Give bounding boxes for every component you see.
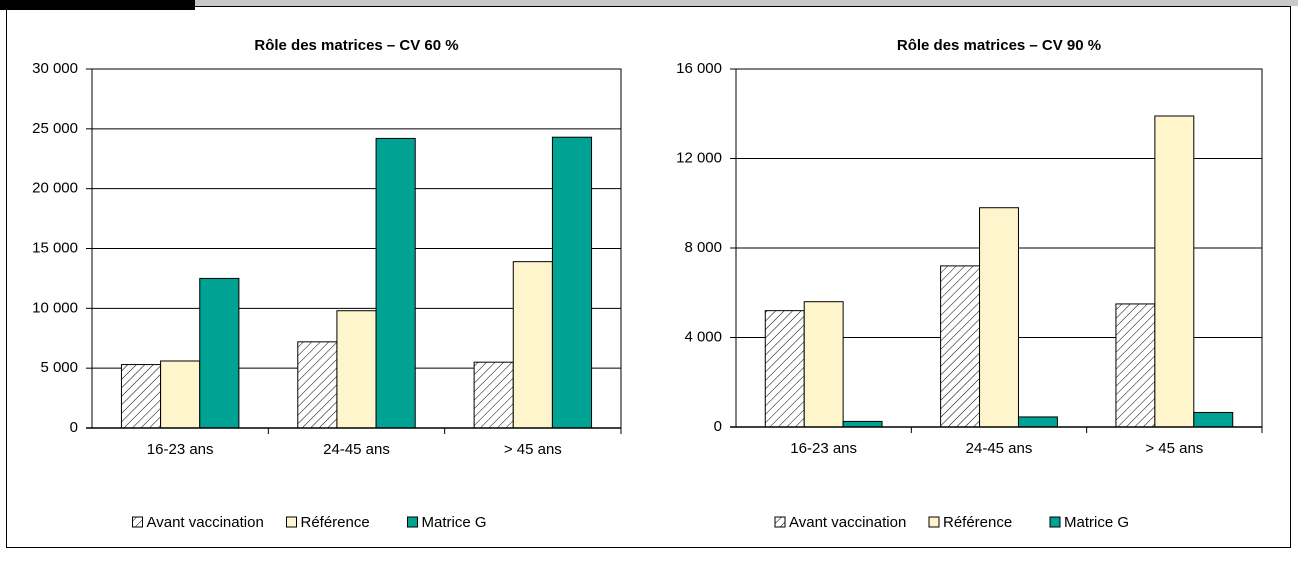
y-tick-label: 0 (70, 419, 78, 436)
legend-swatch (1049, 516, 1061, 528)
y-tick-label: 4 000 (684, 328, 722, 345)
x-tick-label: 24-45 ans (323, 441, 390, 458)
top-tab (0, 0, 195, 10)
legend-swatch (774, 516, 786, 528)
y-tick-label: 30 000 (32, 60, 78, 77)
bar (297, 341, 338, 429)
bar (512, 261, 553, 429)
legend-swatch (286, 516, 297, 528)
y-tick-label: 20 000 (32, 180, 78, 197)
y-tick-label: 10 000 (32, 299, 78, 316)
legend-swatch (407, 516, 418, 528)
y-tick-label: 12 000 (676, 149, 722, 166)
x-tick-label: > 45 ans (504, 441, 562, 458)
bar (1017, 416, 1058, 428)
bar (842, 420, 883, 428)
legend-label: Référence (943, 514, 1012, 531)
frame (6, 6, 1291, 548)
bar (1154, 115, 1195, 428)
x-tick-label: 16-23 ans (147, 441, 214, 458)
legend-label: Avant vaccination (147, 514, 264, 531)
y-tick-label: 25 000 (32, 120, 78, 137)
bar (551, 136, 593, 429)
bar (803, 301, 844, 428)
y-tick-label: 0 (714, 418, 722, 435)
bar (764, 310, 805, 428)
bar (120, 364, 162, 429)
bar (940, 265, 981, 428)
bar (473, 361, 514, 429)
legend-label: Matrice G (1064, 514, 1129, 531)
bar (979, 207, 1019, 428)
bar (1193, 411, 1234, 428)
bar (1115, 303, 1156, 428)
bar (199, 277, 240, 429)
legend-label: Avant vaccination (789, 514, 906, 531)
chart-title: Rôle des matrices – CV 60 % (254, 37, 458, 54)
legend-swatch (132, 516, 143, 528)
top-rule (195, 0, 1298, 6)
y-tick-label: 8 000 (684, 239, 722, 256)
x-tick-label: 16-23 ans (790, 440, 857, 457)
y-tick-label: 5 000 (40, 359, 78, 376)
y-tick-label: 16 000 (676, 60, 722, 77)
x-tick-label: 24-45 ans (966, 440, 1033, 457)
chart-title: Rôle des matrices – CV 90 % (897, 37, 1101, 54)
bar (336, 310, 377, 429)
legend-label: Référence (301, 514, 370, 531)
bar (375, 137, 416, 429)
legend-swatch (928, 516, 940, 528)
legend-label: Matrice G (422, 514, 487, 531)
y-tick-label: 15 000 (32, 239, 78, 256)
bar (160, 360, 201, 429)
x-tick-label: > 45 ans (1145, 440, 1203, 457)
